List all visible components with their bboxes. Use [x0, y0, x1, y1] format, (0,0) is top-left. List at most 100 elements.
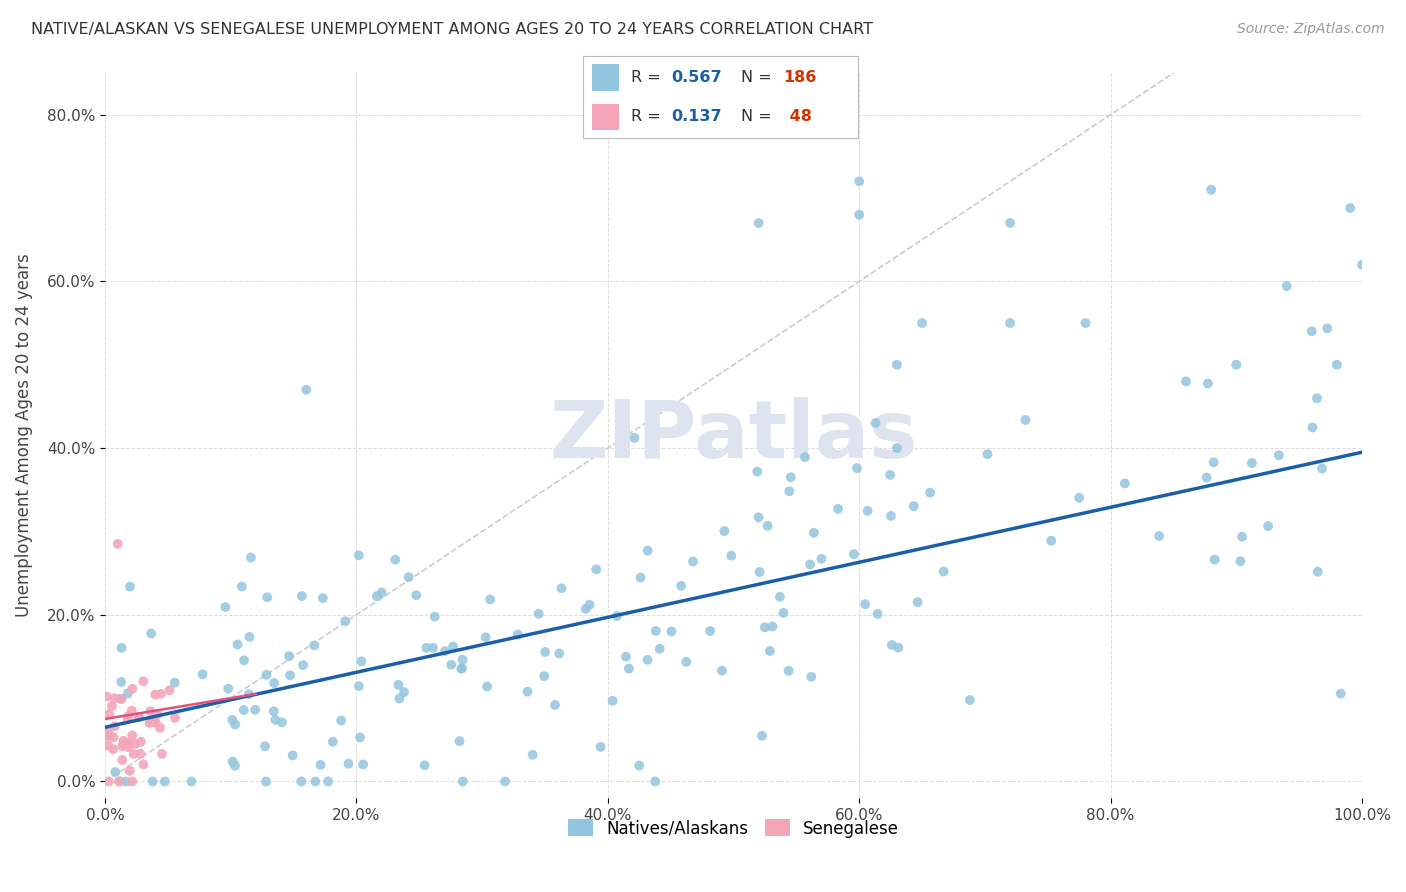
Point: [239, 550, 262, 565]
Point: [129, 747, 152, 761]
Point: [180, 774, 202, 789]
Point: [450, 662, 472, 676]
Point: [1204, 552, 1226, 566]
Point: [264, 713, 287, 727]
Point: [104, 765, 127, 780]
Text: 48: 48: [783, 109, 811, 124]
Point: [117, 712, 139, 726]
Point: [392, 685, 415, 699]
Bar: [592, 103, 619, 130]
Point: [845, 461, 868, 475]
Point: [959, 693, 981, 707]
Point: [1074, 316, 1097, 330]
Point: [506, 627, 529, 641]
Point: [585, 562, 607, 576]
Point: [103, 731, 125, 745]
Point: [256, 668, 278, 682]
Point: [238, 630, 260, 644]
Text: N =: N =: [741, 70, 778, 86]
Point: [451, 653, 474, 667]
Point: [114, 736, 136, 750]
Point: [98, 706, 121, 721]
Point: [1147, 529, 1170, 543]
Point: [129, 735, 152, 749]
Point: [271, 715, 294, 730]
Point: [1225, 358, 1247, 372]
Text: R =: R =: [631, 109, 666, 124]
Point: [548, 647, 571, 661]
Point: [778, 664, 800, 678]
Text: Source: ZipAtlas.com: Source: ZipAtlas.com: [1237, 22, 1385, 37]
Point: [121, 681, 143, 696]
Point: [316, 774, 339, 789]
Point: [1230, 530, 1253, 544]
Point: [441, 640, 464, 654]
Point: [145, 715, 167, 730]
Point: [387, 678, 409, 692]
Point: [370, 585, 392, 599]
Point: [1114, 476, 1136, 491]
Point: [440, 657, 463, 672]
Point: [903, 499, 925, 513]
Point: [1306, 392, 1329, 406]
Point: [699, 624, 721, 638]
Point: [998, 216, 1021, 230]
Point: [669, 579, 692, 593]
Point: [522, 747, 544, 762]
Point: [614, 649, 637, 664]
Text: ZIPatlas: ZIPatlas: [550, 397, 918, 475]
Point: [263, 704, 285, 718]
Point: [398, 570, 420, 584]
Point: [769, 590, 792, 604]
Point: [111, 739, 134, 753]
Point: [778, 484, 800, 499]
Point: [527, 607, 550, 621]
Point: [107, 537, 129, 551]
Point: [232, 703, 254, 717]
Point: [108, 774, 131, 789]
Point: [163, 675, 186, 690]
Legend: Natives/Alaskans, Senegalese: Natives/Alaskans, Senegalese: [561, 813, 905, 844]
Point: [124, 737, 146, 751]
Point: [139, 704, 162, 718]
Point: [866, 607, 889, 621]
Point: [226, 638, 249, 652]
Point: [142, 714, 165, 729]
Point: [253, 739, 276, 754]
Point: [121, 704, 143, 718]
Point: [748, 216, 770, 230]
Point: [920, 485, 942, 500]
Point: [291, 589, 314, 603]
Point: [117, 740, 139, 755]
Point: [98, 729, 121, 743]
Point: [347, 679, 370, 693]
Point: [132, 757, 155, 772]
Point: [754, 620, 776, 634]
Point: [637, 543, 659, 558]
Point: [779, 470, 801, 484]
Point: [886, 441, 908, 455]
Point: [998, 316, 1021, 330]
Point: [104, 691, 127, 706]
Point: [848, 208, 870, 222]
Point: [880, 638, 903, 652]
Point: [1339, 201, 1361, 215]
Point: [304, 774, 326, 789]
Text: R =: R =: [631, 70, 666, 86]
Point: [263, 676, 285, 690]
Point: [675, 655, 697, 669]
Point: [110, 774, 132, 789]
Point: [544, 698, 567, 712]
Point: [337, 756, 360, 771]
Point: [110, 640, 132, 655]
Point: [384, 552, 406, 566]
Point: [759, 644, 782, 658]
Point: [330, 714, 353, 728]
Point: [617, 662, 640, 676]
Point: [853, 597, 876, 611]
Point: [415, 640, 437, 655]
Point: [214, 600, 236, 615]
Point: [1197, 376, 1219, 391]
Point: [97, 739, 120, 753]
Point: [1301, 324, 1323, 338]
